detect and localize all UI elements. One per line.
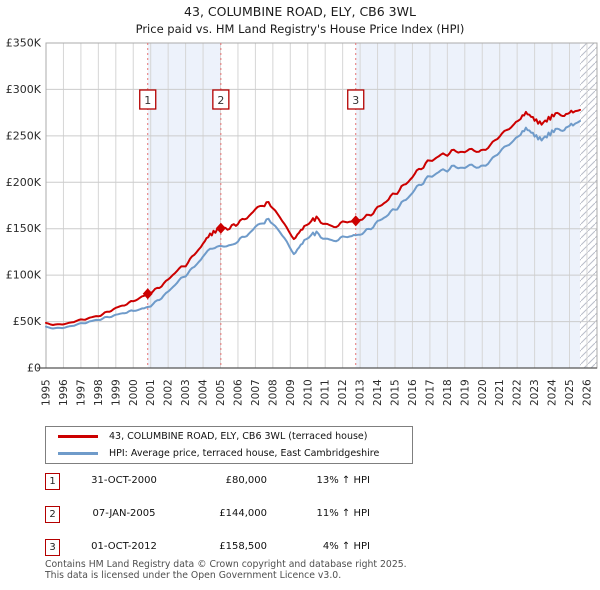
footer-line-2: This data is licensed under the Open Gov… <box>45 569 342 581</box>
x-tick-label: 2000 <box>128 379 140 406</box>
x-tick-label: 2026 <box>581 379 593 406</box>
sale-row-2: 2 07-JAN-2005 £144,000 11% ↑ HPI <box>0 506 600 526</box>
ownership-shaded-band <box>355 43 580 368</box>
sale-marker-diamond <box>350 215 361 227</box>
x-tick-label: 2002 <box>163 379 175 406</box>
sale-date: 01-OCT-2012 <box>91 541 157 552</box>
sale-number-box-label: 2 <box>217 94 224 107</box>
x-tick-label: 2008 <box>267 379 279 406</box>
sale-number-box-label: 3 <box>352 94 359 107</box>
x-tick-label: 2024 <box>547 379 559 406</box>
x-tick-label: 2025 <box>564 379 576 406</box>
x-tick-label: 2016 <box>407 379 419 406</box>
x-tick-label: 2001 <box>145 379 157 406</box>
x-tick-label: 2007 <box>250 379 262 406</box>
sale-price: £80,000 <box>225 475 267 486</box>
x-tick-label: 1995 <box>41 379 53 406</box>
sale-row-3: 3 01-OCT-2012 £158,500 4% ↑ HPI <box>0 539 600 559</box>
sale-marker-diamond <box>142 288 153 300</box>
y-tick-label: £250K <box>6 129 42 142</box>
y-tick-label: £50K <box>13 315 42 328</box>
property-price-line <box>45 108 581 326</box>
x-tick-label: 2015 <box>390 379 402 406</box>
y-tick-label: £300K <box>6 83 42 96</box>
price-history-chart: £0 £50K £100K £150K £200K £250K £300K £350K 1995… <box>6 37 598 406</box>
x-tick-label: 2023 <box>529 379 541 406</box>
footer-line-1: Contains HM Land Registry data © Crown c… <box>45 559 407 570</box>
sale-date: 07-JAN-2005 <box>92 508 156 519</box>
sale-price: £144,000 <box>219 508 267 519</box>
chart-legend: 43, COLUMBINE ROAD, ELY, CB6 3WL (terrac… <box>45 426 413 464</box>
x-tick-label: 1998 <box>93 379 105 406</box>
x-tick-label: 2012 <box>337 379 349 406</box>
page-title: 43, COLUMBINE ROAD, ELY, CB6 3WL <box>184 4 416 19</box>
x-tick-label: 1999 <box>110 379 122 406</box>
sale-marker-diamond <box>215 222 226 234</box>
x-tick-label: 2003 <box>180 379 192 406</box>
sale-number-box <box>347 89 365 110</box>
hpi-line <box>45 120 581 330</box>
sale-hpi-delta: 4% ↑ HPI <box>322 541 370 552</box>
x-tick-label: 2005 <box>215 379 227 406</box>
page-subtitle: Price paid vs. HM Land Registry's House … <box>135 22 465 36</box>
y-tick-label: £200K <box>6 176 42 189</box>
hpi-line-swatch <box>58 452 98 455</box>
legend-label: HPI: Average price, terraced house, East… <box>109 448 380 459</box>
y-tick-label: £350K <box>6 37 42 50</box>
y-tick-label: £100K <box>6 269 42 282</box>
sale-number-badge: 2 <box>45 506 60 523</box>
sale-number-box <box>212 89 230 110</box>
sale-number-box <box>139 89 157 110</box>
x-tick-label: 2017 <box>424 379 436 406</box>
legend-item-hpi: HPI: Average price, terraced house, East… <box>46 447 412 461</box>
y-tick-label: £150K <box>6 222 42 235</box>
x-tick-label: 2014 <box>372 379 384 406</box>
x-tick-label: 2006 <box>232 379 244 406</box>
x-tick-label: 1996 <box>58 379 70 406</box>
x-tick-label: 2019 <box>459 379 471 406</box>
x-tick-label: 2004 <box>198 379 210 406</box>
x-tick-label: 2010 <box>302 379 314 406</box>
sale-number-badge: 1 <box>45 473 60 490</box>
x-tick-label: 2009 <box>285 379 297 406</box>
x-tick-label: 2022 <box>512 379 524 406</box>
x-tick-label: 2021 <box>494 379 506 406</box>
legend-label: 43, COLUMBINE ROAD, ELY, CB6 3WL (terrac… <box>109 431 368 442</box>
legend-item-property: 43, COLUMBINE ROAD, ELY, CB6 3WL (terrac… <box>46 430 412 444</box>
x-tick-label: 2020 <box>477 379 489 406</box>
property-line-swatch <box>58 435 98 438</box>
sale-hpi-delta: 11% ↑ HPI <box>316 508 370 519</box>
sale-price: £158,500 <box>219 541 267 552</box>
sale-number-badge: 3 <box>45 539 60 556</box>
future-region-hatch <box>579 43 597 368</box>
x-tick-label: 2011 <box>320 379 332 406</box>
sale-hpi-delta: 13% ↑ HPI <box>316 475 370 486</box>
y-tick-label: £0 <box>27 362 41 375</box>
license-footer: Contains HM Land Registry data © Crown c… <box>45 559 585 581</box>
sale-row-1: 1 31-OCT-2000 £80,000 13% ↑ HPI <box>0 473 600 493</box>
sale-date: 31-OCT-2000 <box>91 475 157 486</box>
ownership-shaded-band <box>147 43 221 368</box>
x-tick-label: 2013 <box>355 379 367 406</box>
x-tick-label: 1997 <box>75 379 87 406</box>
x-tick-label: 2018 <box>442 379 454 406</box>
sale-number-box-label: 1 <box>144 94 151 107</box>
